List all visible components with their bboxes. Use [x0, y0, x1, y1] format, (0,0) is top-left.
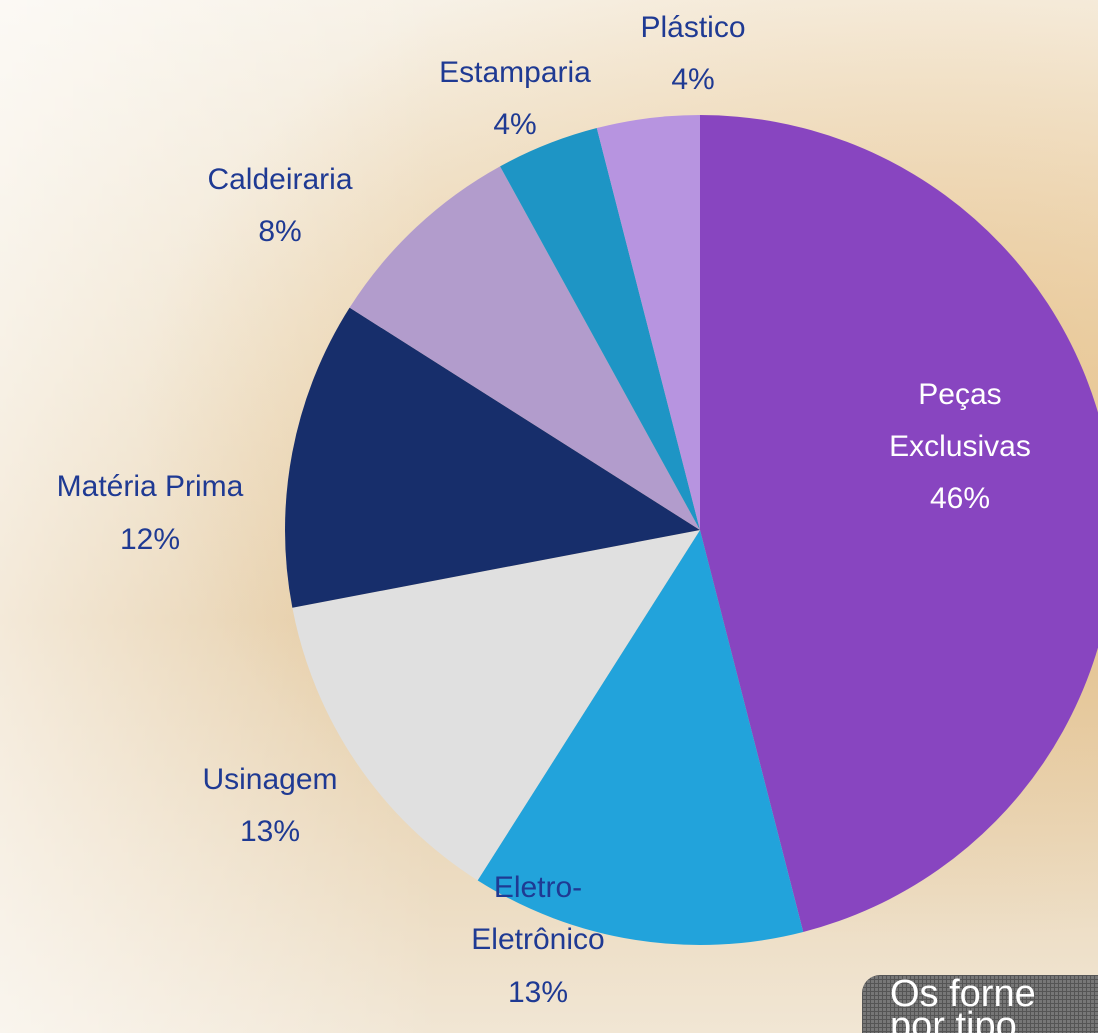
callout-line: por tipo	[862, 1007, 1098, 1033]
slice-value-label: 13%	[508, 967, 568, 1019]
slice-value-label: 4%	[493, 99, 536, 151]
slice-label: Eletro-Eletrônico	[438, 862, 638, 966]
slice-label: Usinagem	[202, 754, 337, 806]
slice-label: Caldeiraria	[207, 154, 352, 206]
callout: Os forne por tipo	[862, 975, 1098, 1033]
slice-label: Matéria Prima	[57, 461, 244, 513]
slice-value-label: 13%	[240, 806, 300, 858]
slice-value-label: 8%	[258, 206, 301, 258]
slice-value-label: 46%	[930, 473, 990, 525]
slice-label: Estamparia	[439, 47, 591, 99]
page: Peças Exclusivas46%Eletro-Eletrônico13%U…	[0, 0, 1098, 1033]
slice-value-label: 4%	[671, 54, 714, 106]
slice-label: Peças Exclusivas	[860, 369, 1060, 473]
slice-label: Plástico	[640, 2, 745, 54]
slice-value-label: 12%	[120, 514, 180, 566]
